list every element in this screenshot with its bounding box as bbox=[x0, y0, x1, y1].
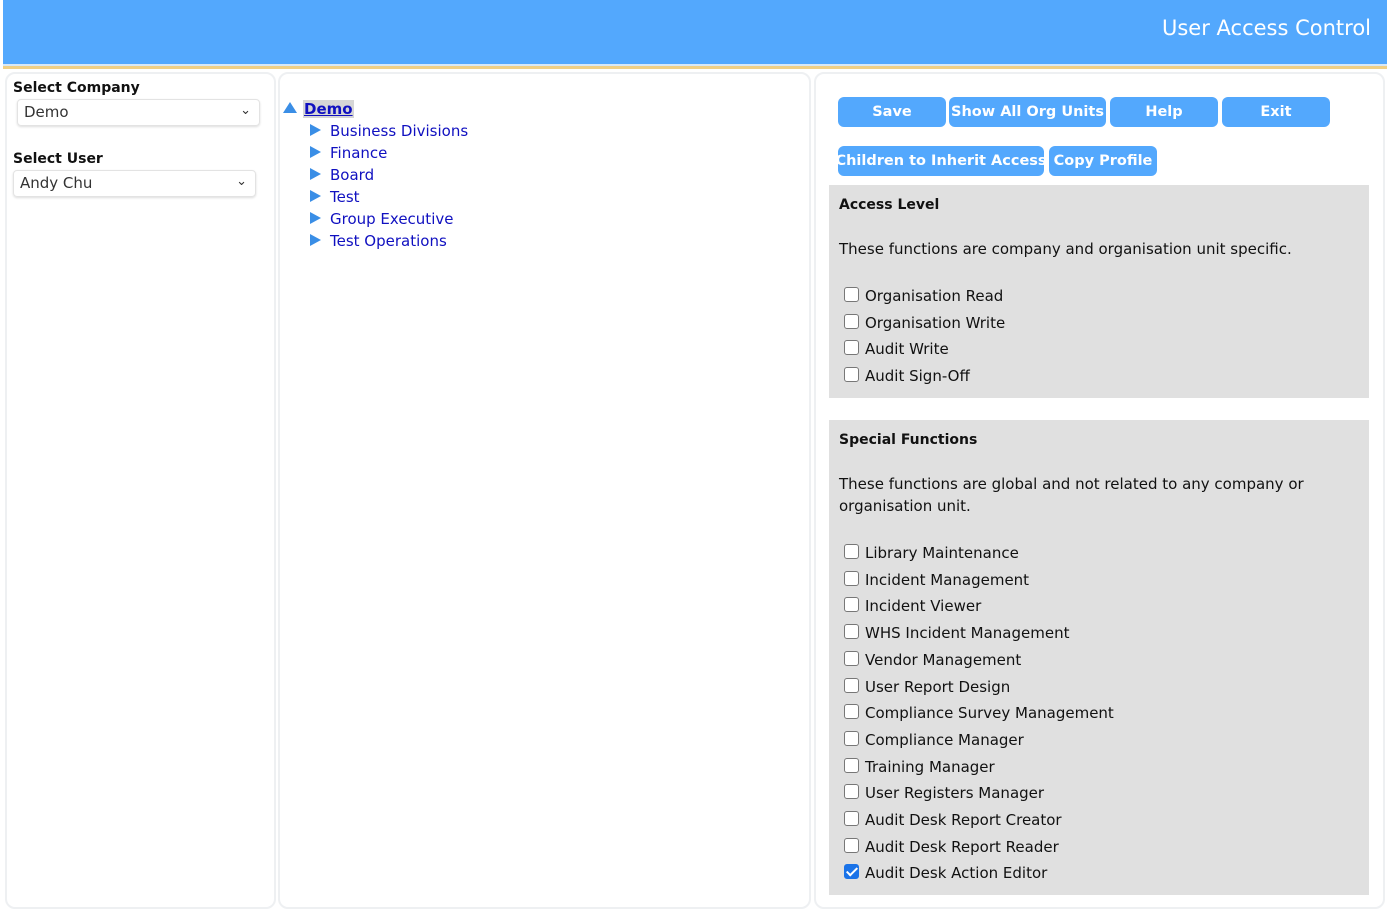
user-value: Andy Chu bbox=[20, 174, 93, 192]
permission-checkbox[interactable]: Incident Management bbox=[844, 570, 1030, 589]
user-label: Select User bbox=[13, 151, 103, 167]
checkbox-icon[interactable] bbox=[844, 597, 859, 613]
chevron-down-icon: ⌄ bbox=[236, 174, 247, 189]
permission-checkbox[interactable]: Compliance Survey Management bbox=[844, 704, 1114, 722]
org-tree-panel: Demo Business Divisions Finance Board Te… bbox=[278, 72, 811, 909]
access-panel: Save Show All Org Units Help Exit Childr… bbox=[814, 72, 1385, 909]
children-inherit-access-button[interactable]: Children to Inherit Access bbox=[835, 146, 1047, 176]
checkbox-icon[interactable] bbox=[844, 677, 859, 693]
tree-node[interactable]: Group Executive bbox=[330, 210, 454, 228]
tree-node[interactable]: Business Divisions bbox=[330, 122, 469, 140]
expand-triangle-icon[interactable] bbox=[310, 212, 321, 224]
expand-triangle-icon[interactable] bbox=[310, 190, 321, 202]
exit-button[interactable]: Exit bbox=[1222, 97, 1330, 127]
permission-checkbox[interactable]: Compliance Manager bbox=[844, 730, 1024, 749]
checkbox-icon[interactable] bbox=[844, 570, 859, 586]
expand-triangle-icon[interactable] bbox=[310, 146, 321, 158]
checkbox-icon[interactable] bbox=[844, 624, 859, 640]
permission-checkbox[interactable]: Incident Viewer bbox=[844, 597, 981, 615]
checkbox-icon[interactable] bbox=[844, 544, 859, 559]
tree-node[interactable]: Finance bbox=[330, 144, 388, 162]
permission-checkbox[interactable]: Vendor Management bbox=[844, 650, 1022, 669]
checkbox-icon[interactable] bbox=[844, 650, 859, 666]
checkbox-label: Incident Management bbox=[865, 570, 1030, 589]
company-label: Select Company bbox=[13, 80, 140, 96]
checkbox-icon[interactable] bbox=[844, 864, 859, 880]
app-header: User Access Control bbox=[3, 0, 1387, 64]
checkbox-label: Incident Viewer bbox=[865, 597, 982, 616]
tree-node[interactable]: Board bbox=[330, 166, 375, 184]
section-description: These functions are company and organisa… bbox=[839, 240, 1292, 258]
tree-node[interactable]: Test bbox=[330, 188, 360, 206]
permission-checkbox[interactable]: WHS Incident Management bbox=[844, 624, 1069, 642]
permission-checkbox[interactable]: Audit Desk Report Creator bbox=[844, 811, 1062, 829]
selection-panel: Select Company Demo ⌄ Select User Andy C… bbox=[5, 72, 276, 909]
expand-triangle-icon[interactable] bbox=[310, 168, 321, 180]
checkbox-label: Vendor Management bbox=[865, 650, 1022, 669]
checkbox-label: Training Manager bbox=[865, 757, 995, 776]
permission-checkbox[interactable]: Organisation Read bbox=[844, 287, 1003, 305]
checkbox-icon[interactable] bbox=[844, 287, 859, 302]
section-title: Special Functions bbox=[839, 432, 978, 448]
checkbox-label: Compliance Survey Management bbox=[865, 704, 1114, 723]
checkbox-label: Library Maintenance bbox=[865, 544, 1019, 562]
section-description: These functions are global and not relat… bbox=[839, 475, 1304, 515]
checkbox-label: Compliance Manager bbox=[865, 730, 1024, 749]
special-functions-section: Special Functions These functions are gl… bbox=[829, 420, 1369, 895]
checkbox-label: WHS Incident Management bbox=[865, 624, 1070, 643]
checkbox-label: Audit Desk Action Editor bbox=[865, 864, 1048, 883]
permission-checkbox[interactable]: Organisation Write bbox=[844, 313, 1006, 332]
checkbox-icon[interactable] bbox=[844, 837, 859, 853]
access-level-section: Access Level These functions are company… bbox=[829, 185, 1369, 398]
checkbox-icon[interactable] bbox=[844, 340, 859, 356]
collapse-triangle-icon[interactable] bbox=[283, 102, 297, 113]
checkbox-label: Audit Write bbox=[865, 340, 949, 359]
expand-triangle-icon[interactable] bbox=[310, 124, 321, 136]
checkbox-label: User Registers Manager bbox=[865, 784, 1045, 803]
permission-checkbox[interactable]: Audit Sign-Off bbox=[844, 367, 970, 385]
chevron-down-icon: ⌄ bbox=[240, 103, 251, 118]
app-title: User Access Control bbox=[1161, 16, 1371, 40]
checkbox-icon[interactable] bbox=[844, 757, 859, 773]
checkbox-icon[interactable] bbox=[844, 811, 859, 826]
divider-accent bbox=[3, 66, 1387, 69]
checkbox-label: Audit Desk Report Creator bbox=[865, 811, 1062, 829]
copy-profile-button[interactable]: Copy Profile bbox=[1049, 146, 1157, 176]
company-value: Demo bbox=[24, 103, 69, 121]
show-all-org-units-button[interactable]: Show All Org Units bbox=[949, 97, 1106, 127]
permission-checkbox[interactable]: Library Maintenance bbox=[844, 544, 1019, 562]
expand-triangle-icon[interactable] bbox=[310, 234, 321, 246]
checkbox-icon[interactable] bbox=[844, 313, 859, 329]
user-select[interactable]: Andy Chu ⌄ bbox=[13, 170, 256, 197]
section-title: Access Level bbox=[839, 197, 940, 213]
permission-checkbox[interactable]: Training Manager bbox=[844, 757, 995, 776]
permission-checkbox[interactable]: Audit Desk Report Reader bbox=[844, 837, 1059, 856]
checkbox-icon[interactable] bbox=[844, 704, 859, 720]
tree-node-root[interactable]: Demo bbox=[303, 100, 354, 118]
company-select[interactable]: Demo ⌄ bbox=[17, 99, 260, 126]
checkbox-label: Audit Desk Report Reader bbox=[865, 837, 1059, 856]
checkbox-icon[interactable] bbox=[844, 730, 859, 746]
checkbox-label: User Report Design bbox=[865, 677, 1011, 696]
checkbox-icon[interactable] bbox=[844, 784, 859, 800]
checkbox-label: Organisation Read bbox=[865, 287, 1004, 305]
permission-checkbox[interactable]: Audit Write bbox=[844, 340, 949, 358]
help-button[interactable]: Help bbox=[1110, 97, 1218, 127]
checkbox-label: Organisation Write bbox=[865, 313, 1006, 332]
tree-node[interactable]: Test Operations bbox=[330, 232, 447, 250]
divider bbox=[3, 64, 1387, 66]
permission-checkbox[interactable]: User Report Design bbox=[844, 677, 1011, 696]
checkbox-icon[interactable] bbox=[844, 367, 859, 383]
permission-checkbox[interactable]: Audit Desk Action Editor bbox=[844, 864, 1047, 882]
save-button[interactable]: Save bbox=[838, 97, 946, 127]
permission-checkbox[interactable]: User Registers Manager bbox=[844, 784, 1044, 802]
checkbox-label: Audit Sign-Off bbox=[865, 367, 970, 386]
